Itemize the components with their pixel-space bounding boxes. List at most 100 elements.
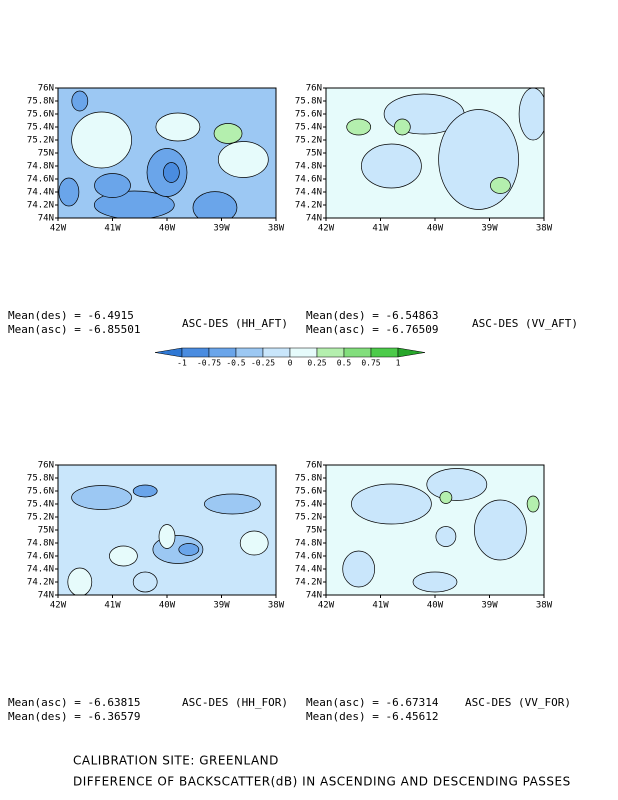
colorbar-segment — [235, 347, 264, 358]
x-tick-label: 42W — [50, 601, 67, 611]
y-tick-label: 76N — [38, 84, 54, 94]
panel-label: ASC-DES (VV_FOR) — [465, 696, 571, 709]
panel-label: ASC-DES (VV_AFT) — [472, 317, 578, 330]
colorbar-label: -1 — [177, 359, 187, 368]
y-tick-label: 75.8N — [27, 474, 54, 484]
colorbar-segment — [316, 347, 345, 358]
y-tick-label: 75.4N — [295, 500, 322, 510]
y-tick-label: 74.4N — [27, 565, 54, 575]
x-tick-label: 40W — [159, 224, 176, 234]
x-tick-label: 40W — [159, 601, 176, 611]
contour-region — [474, 499, 527, 561]
y-tick-label: 74N — [306, 591, 322, 601]
colorbar-label: -0.25 — [251, 359, 275, 368]
contour-region — [412, 571, 458, 593]
contour-region — [178, 543, 200, 556]
x-tick-label: 41W — [104, 224, 121, 234]
contour-region — [351, 483, 432, 525]
contour-region — [155, 112, 201, 142]
contour-region — [163, 162, 180, 183]
y-tick-label: 74.2N — [295, 578, 322, 588]
y-tick-label: 75.8N — [295, 474, 322, 484]
y-tick-label: 76N — [38, 461, 54, 471]
y-tick-label: 74.6N — [27, 552, 54, 562]
colorbar-label: 0.75 — [361, 359, 380, 368]
x-tick-label: 39W — [213, 224, 230, 234]
y-tick-label: 74.2N — [27, 578, 54, 588]
y-tick-label: 75.4N — [27, 123, 54, 133]
colorbar-label: 1 — [396, 359, 401, 368]
contour-region — [217, 141, 269, 178]
contour-region — [192, 191, 238, 218]
colorbar-label: -0.75 — [197, 359, 221, 368]
contour-region — [71, 111, 132, 169]
contour-region — [239, 530, 269, 556]
y-tick-label: 74.4N — [295, 188, 322, 198]
contour-field — [58, 88, 276, 218]
y-tick-label: 74.6N — [295, 175, 322, 185]
contour-field — [326, 465, 544, 595]
mean-text: Mean(asc) = -6.63815 — [8, 696, 140, 709]
y-tick-label: 75N — [306, 526, 322, 536]
colorbar-segment — [262, 347, 291, 358]
colorbar-segment — [289, 347, 318, 358]
contour-region — [518, 88, 544, 141]
y-tick-label: 76N — [306, 84, 322, 94]
y-tick-label: 75.4N — [27, 500, 54, 510]
contour-field — [326, 88, 544, 218]
y-tick-label: 75N — [306, 149, 322, 159]
y-tick-label: 74.2N — [27, 201, 54, 211]
contour-region — [132, 571, 158, 593]
colorbar-segment — [343, 347, 372, 358]
x-tick-label: 38W — [536, 224, 553, 234]
contour-region — [67, 567, 93, 595]
y-tick-label: 75.8N — [295, 97, 322, 107]
y-tick-label: 74.6N — [27, 175, 54, 185]
contour-region — [393, 118, 411, 136]
mean-text: Mean(des) = -6.45612 — [306, 710, 438, 723]
x-tick-label: 41W — [372, 601, 389, 611]
y-tick-label: 74.4N — [295, 565, 322, 575]
mean-text: Mean(asc) = -6.67314 — [306, 696, 439, 709]
contour-region — [435, 526, 457, 547]
contour-region — [361, 143, 422, 189]
contour-region — [71, 485, 132, 510]
y-tick-label: 75.6N — [295, 487, 322, 497]
y-tick-label: 74.2N — [295, 201, 322, 211]
footer-text: CALIBRATION SITE: GREENLAND — [73, 754, 279, 768]
contour-region — [490, 177, 511, 194]
y-tick-label: 75.2N — [295, 136, 322, 146]
colorbar-segment — [397, 347, 426, 358]
y-tick-label: 75.2N — [27, 136, 54, 146]
mean-text: Mean(des) = -6.54863 — [306, 309, 438, 322]
x-tick-label: 39W — [481, 224, 498, 234]
colorbar-segment — [181, 347, 210, 358]
y-tick-label: 76N — [306, 461, 322, 471]
y-tick-label: 75.6N — [295, 110, 322, 120]
contour-region — [426, 468, 488, 501]
y-tick-label: 75N — [38, 149, 54, 159]
colorbar-segment — [208, 347, 237, 358]
x-tick-label: 38W — [268, 224, 285, 234]
colorbar-label: 0 — [288, 359, 293, 368]
contour-region — [71, 90, 89, 112]
x-tick-label: 38W — [536, 601, 553, 611]
contour-region — [439, 491, 453, 504]
mean-text: Mean(asc) = -6.85501 — [8, 323, 140, 336]
contour-region — [132, 484, 158, 498]
y-tick-label: 74.8N — [295, 539, 322, 549]
x-tick-label: 39W — [481, 601, 498, 611]
y-tick-label: 75.6N — [27, 110, 54, 120]
y-tick-label: 74N — [306, 214, 322, 224]
y-tick-label: 74.8N — [295, 162, 322, 172]
contour-region — [94, 173, 131, 198]
contour-region — [109, 545, 138, 567]
colorbar-label: 0.25 — [307, 359, 326, 368]
x-tick-label: 40W — [427, 601, 444, 611]
y-tick-label: 74N — [38, 214, 54, 224]
y-tick-label: 75N — [38, 526, 54, 536]
contour-region — [438, 109, 519, 210]
colorbar-label: -0.5 — [226, 359, 245, 368]
x-tick-label: 41W — [372, 224, 389, 234]
